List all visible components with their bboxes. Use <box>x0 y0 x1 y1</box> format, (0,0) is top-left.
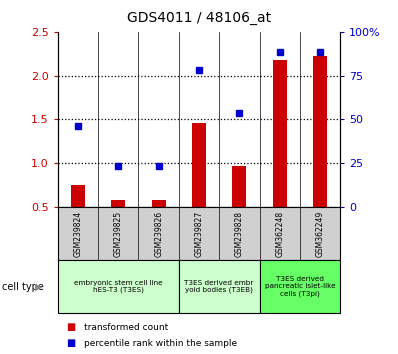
Bar <box>152 200 166 207</box>
Bar <box>273 60 287 207</box>
Text: T3ES derived embr
yoid bodies (T3EB): T3ES derived embr yoid bodies (T3EB) <box>185 280 254 293</box>
Bar <box>71 185 85 207</box>
Text: embryonic stem cell line
hES-T3 (T3ES): embryonic stem cell line hES-T3 (T3ES) <box>74 280 162 293</box>
Bar <box>259 260 340 313</box>
Bar <box>179 260 259 313</box>
Bar <box>58 260 179 313</box>
Text: GSM362248: GSM362248 <box>275 211 284 257</box>
Text: percentile rank within the sample: percentile rank within the sample <box>84 339 237 348</box>
Bar <box>192 123 206 207</box>
Text: ▶: ▶ <box>35 282 43 292</box>
Text: GDS4011 / 48106_at: GDS4011 / 48106_at <box>127 11 271 25</box>
Text: cell type: cell type <box>2 282 44 292</box>
Bar <box>232 166 246 207</box>
Text: GSM239828: GSM239828 <box>235 211 244 257</box>
Text: transformed count: transformed count <box>84 323 168 332</box>
Text: GSM362249: GSM362249 <box>316 211 325 257</box>
Text: T3ES derived
pancreatic islet-like
cells (T3pi): T3ES derived pancreatic islet-like cells… <box>265 276 335 297</box>
Text: GSM239825: GSM239825 <box>114 211 123 257</box>
Bar <box>111 200 125 207</box>
Text: GSM239827: GSM239827 <box>195 211 203 257</box>
Text: GSM239826: GSM239826 <box>154 211 163 257</box>
Bar <box>313 56 327 207</box>
Text: GSM239824: GSM239824 <box>73 211 82 257</box>
Text: ■: ■ <box>66 322 75 332</box>
Text: ■: ■ <box>66 338 75 348</box>
